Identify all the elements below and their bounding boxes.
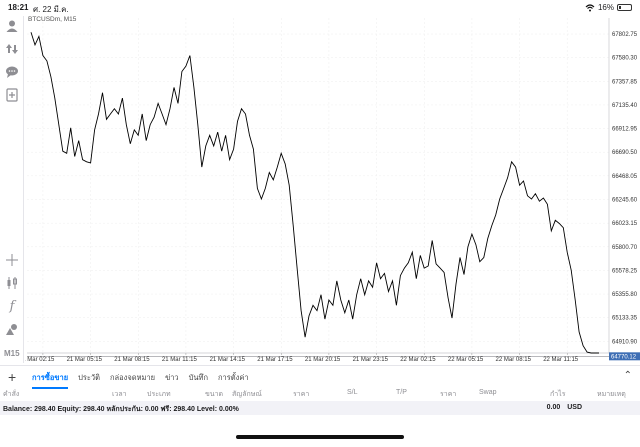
- x-tick-label: 21 Mar 05:15: [67, 357, 103, 363]
- status-time: 18:21: [8, 3, 29, 12]
- col-type: ประเภท: [147, 391, 171, 398]
- profit-value: 0.00: [546, 404, 561, 411]
- col-time: เวลา: [112, 391, 127, 398]
- arrows-icon[interactable]: [4, 41, 20, 57]
- y-tick-label: 67135.40: [612, 103, 638, 109]
- candlestick-icon[interactable]: [4, 275, 20, 291]
- y-tick-label: 65133.35: [612, 316, 638, 322]
- y-tick-label: 64910.90: [612, 339, 638, 345]
- currency-label: USD: [567, 404, 582, 411]
- x-tick-label: 22 Mar 08:15: [496, 357, 532, 363]
- y-tick-label: 65800.70: [612, 245, 638, 251]
- y-tick-label: 67802.75: [612, 32, 638, 38]
- add-indicator-icon[interactable]: [4, 87, 20, 103]
- tabs: การซื้อขาย ประวัติ กล่องจดหมาย ข่าว บันท…: [32, 372, 249, 389]
- trade-column-header: คำสั่ง เวลา ประเภท ขนาด สัญลักษณ์ ราคา S…: [0, 387, 640, 401]
- current-price-label: 64770.12: [611, 355, 637, 361]
- person-icon[interactable]: [4, 18, 20, 34]
- bottom-tab-bar: + การซื้อขาย ประวัติ กล่องจดหมาย ข่าว บั…: [0, 365, 640, 389]
- col-price-current: ราคา: [440, 391, 457, 398]
- status-right: 16%: [585, 3, 632, 12]
- y-tick-label: 67357.85: [612, 79, 638, 85]
- wifi-icon: [585, 3, 595, 11]
- x-tick-label: 21 Mar 17:15: [257, 357, 293, 363]
- x-tick-label: 21 Mar 23:15: [353, 357, 389, 363]
- x-tick-label: 21 Mar 02:15: [25, 357, 55, 363]
- balance-summary: Balance: 298.40 Equity: 298.40 หลักประกั…: [3, 406, 239, 413]
- col-symbol: สัญลักษณ์: [232, 391, 262, 398]
- tab-mailbox[interactable]: กล่องจดหมาย: [110, 373, 156, 382]
- x-tick-label: 21 Mar 08:15: [114, 357, 150, 363]
- balance-bar: Balance: 298.40 Equity: 298.40 หลักประกั…: [0, 401, 640, 415]
- function-icon[interactable]: f: [9, 298, 15, 314]
- chart-area[interactable]: BTCUSDm, M15 67802.75 67580.30 67357.85 671…: [25, 16, 640, 363]
- battery-percent: 16%: [597, 3, 614, 12]
- price-chart[interactable]: 67802.75 67580.30 67357.85 67135.40 66912.95…: [25, 16, 640, 363]
- left-toolbar: f M15: [0, 16, 24, 363]
- y-tick-label: 66468.05: [612, 174, 638, 180]
- col-comment: หมายเหตุ: [597, 391, 626, 398]
- tab-news[interactable]: ข่าว: [165, 373, 179, 382]
- x-tick-label: 21 Mar 20:15: [305, 357, 341, 363]
- tab-journal[interactable]: บันทึก: [188, 373, 209, 382]
- timeframe-label[interactable]: M15: [4, 349, 20, 358]
- symbol-label: BTCUSDm, M15: [28, 16, 77, 23]
- chevron-up-icon[interactable]: ⌃: [623, 370, 632, 381]
- home-indicator: [236, 435, 404, 439]
- col-tp: T/P: [396, 389, 407, 396]
- x-tick-label: 22 Mar 02:15: [400, 357, 436, 363]
- tab-settings[interactable]: การตั้งค่า: [218, 373, 249, 382]
- objects-icon[interactable]: [4, 321, 20, 337]
- balance-profit: 0.00 USD: [547, 404, 582, 411]
- y-tick-label: 66912.95: [612, 127, 638, 133]
- y-tick-label: 66690.50: [612, 150, 638, 156]
- y-tick-label: 65578.25: [612, 268, 638, 274]
- y-tick-label: 66245.60: [612, 198, 638, 204]
- col-sl: S/L: [347, 389, 358, 396]
- status-bar: 18:21 ศ. 22 มี.ค. 16%: [0, 0, 640, 16]
- chat-icon[interactable]: [4, 64, 20, 80]
- status-date: ศ. 22 มี.ค.: [33, 5, 69, 14]
- col-volume: ขนาด: [205, 391, 224, 398]
- add-tab-button[interactable]: +: [8, 369, 17, 385]
- x-tick-label: 21 Mar 11:15: [162, 357, 198, 363]
- y-tick-label: 67580.30: [612, 56, 638, 62]
- current-price-tag: [609, 352, 640, 361]
- y-tick-label: 65355.80: [612, 292, 638, 298]
- battery-icon: [617, 4, 632, 11]
- crosshair-icon[interactable]: [4, 252, 20, 268]
- col-order: คำสั่ง: [3, 391, 20, 398]
- col-swap: Swap: [479, 389, 497, 396]
- y-tick-label: 66023.15: [612, 221, 638, 227]
- tab-history[interactable]: ประวัติ: [78, 373, 101, 382]
- x-tick-label: 21 Mar 14:15: [210, 357, 246, 363]
- x-tick-label: 22 Mar 11:15: [543, 357, 579, 363]
- price-series-line: [30, 32, 599, 354]
- col-profit: กำไร: [550, 391, 566, 398]
- col-price: ราคา: [293, 391, 310, 398]
- x-tick-label: 22 Mar 05:15: [448, 357, 484, 363]
- tab-trade[interactable]: การซื้อขาย: [32, 373, 69, 389]
